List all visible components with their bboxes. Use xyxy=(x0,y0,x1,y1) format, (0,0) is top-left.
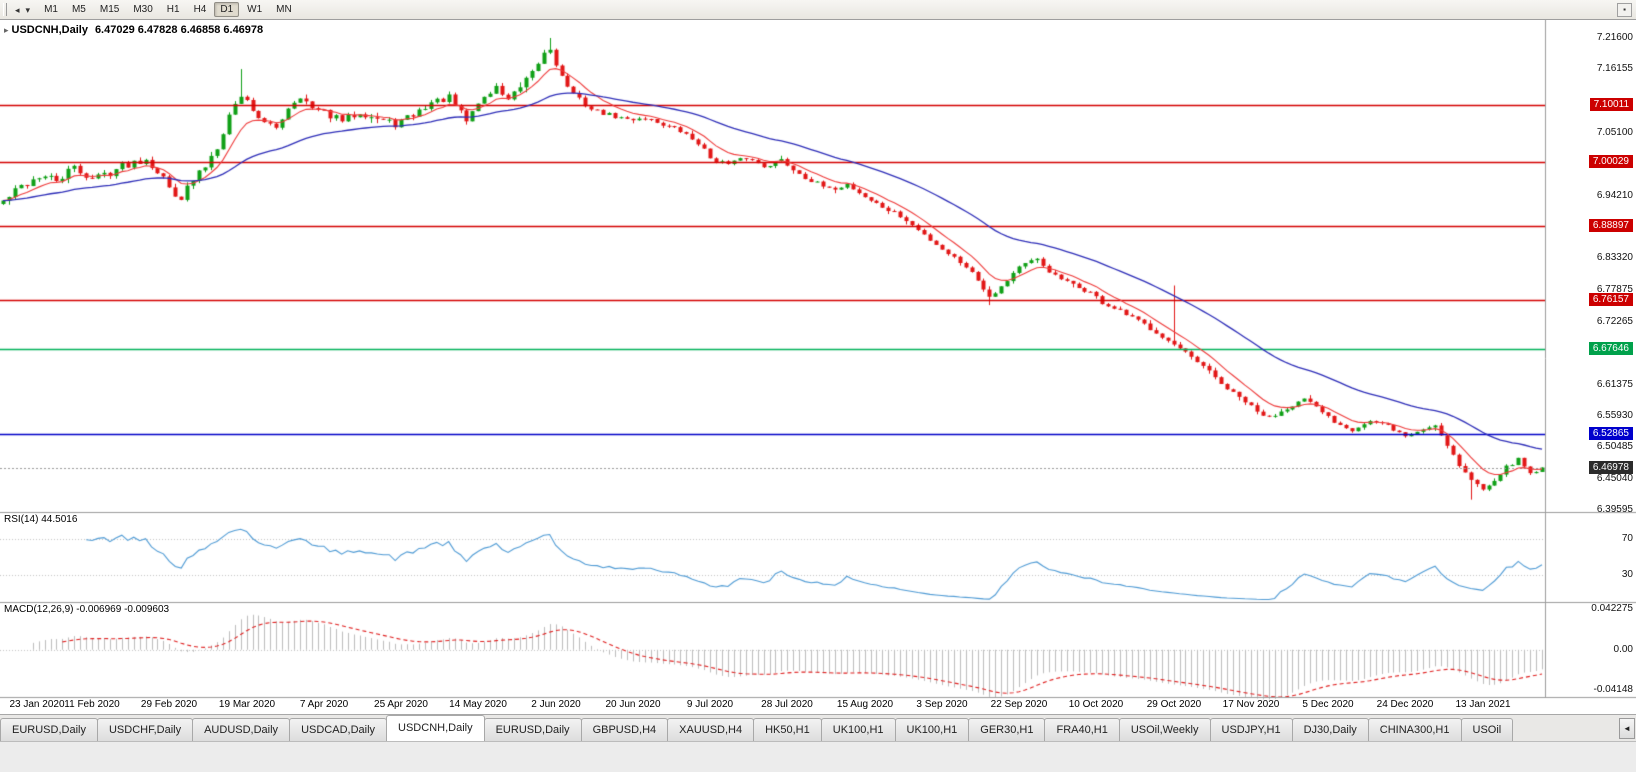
chart-tab[interactable]: AUDUSD,Daily xyxy=(192,718,291,741)
price-axis-label: 6.61375 xyxy=(1596,379,1633,390)
price-axis-label: 6.83320 xyxy=(1596,252,1633,263)
timeframe-button-MN[interactable]: MN xyxy=(276,4,292,15)
date-label: 17 Nov 2020 xyxy=(1222,699,1280,710)
rsi-axis-label: 30 xyxy=(1621,569,1633,580)
timeframe-button-W1[interactable]: W1 xyxy=(247,4,263,15)
price-axis-label: 6.45040 xyxy=(1596,473,1633,484)
date-axis[interactable]: 23 Jan 2020 11 Feb 2020 29 Feb 2020 19 Mar … xyxy=(0,697,1545,714)
one-click-trading-icon[interactable]: ▸ xyxy=(4,25,9,35)
dropdown-icon[interactable]: ▾ xyxy=(25,4,31,15)
chart-tab[interactable]: GBPUSD,H4 xyxy=(580,718,669,741)
chart-tab[interactable]: USOil,Weekly xyxy=(1118,718,1211,741)
date-label: 13 Jan 2021 xyxy=(1455,699,1511,710)
macd-axis-label: 0.00 xyxy=(1613,644,1633,655)
macd-axis-label: -0.04148 xyxy=(1593,684,1633,695)
date-label: 2 Jun 2020 xyxy=(531,699,581,710)
date-label: 29 Oct 2020 xyxy=(1146,699,1202,710)
chart-tab[interactable]: DJ30,Daily xyxy=(1291,718,1369,741)
timeframe-button-D1[interactable]: D1 xyxy=(214,2,240,17)
price-axis-label: 6.77875 xyxy=(1596,284,1633,295)
macd-indicator-label: MACD(12,26,9) -0.006969 -0.009603 xyxy=(4,604,170,615)
date-label: 25 Apr 2020 xyxy=(374,699,428,710)
chart-tab[interactable]: FRA40,H1 xyxy=(1044,718,1120,741)
main-chart-canvas[interactable] xyxy=(0,20,1636,714)
date-label: 19 Mar 2020 xyxy=(218,699,276,710)
chart-tab[interactable]: EURUSD,Daily xyxy=(0,718,98,741)
price-badge-red: 6.76157 xyxy=(1588,293,1633,306)
price-axis-label: 6.72265 xyxy=(1596,316,1633,327)
rsi-axis-label: 70 xyxy=(1621,533,1633,544)
chart-tab[interactable]: UK100,H1 xyxy=(894,718,970,741)
chart-ohlc-label: 6.47029 6.47828 6.46858 6.46978 xyxy=(94,24,264,36)
tab-scroll-left-icon[interactable]: ◄ xyxy=(1619,718,1635,739)
chart-tab[interactable]: USDJPY,H1 xyxy=(1209,718,1293,741)
date-label: 15 Aug 2020 xyxy=(836,699,894,710)
chart-tab[interactable]: EURUSD,Daily xyxy=(483,718,582,741)
date-label: 22 Sep 2020 xyxy=(990,699,1048,710)
chart-tab[interactable]: HK50,H1 xyxy=(753,718,822,741)
date-label: 5 Dec 2020 xyxy=(1302,699,1354,710)
toolbar-grip[interactable] xyxy=(3,3,7,16)
chart-tab[interactable]: CHINA300,H1 xyxy=(1367,718,1462,741)
timeframe-button-M1[interactable]: M1 xyxy=(44,4,58,15)
date-label: 11 Feb 2020 xyxy=(64,699,120,710)
price-axis-label: 6.39595 xyxy=(1596,504,1633,515)
timeframe-button-H1[interactable]: H1 xyxy=(166,4,180,15)
date-label: 3 Sep 2020 xyxy=(916,699,968,710)
chart-tab[interactable]: GER30,H1 xyxy=(968,718,1046,741)
timeframe-toolbar: ◂ ▾ M1 M5 M15 M30 H1 H4 D1 W1 MN ▪ xyxy=(0,0,1636,20)
timeframe-button-H4[interactable]: H4 xyxy=(193,4,207,15)
date-label: 10 Oct 2020 xyxy=(1068,699,1124,710)
chart-tab[interactable]: USOil xyxy=(1460,718,1514,741)
price-badge-red: 6.88897 xyxy=(1588,219,1633,232)
date-label: 24 Dec 2020 xyxy=(1376,699,1434,710)
date-label: 29 Feb 2020 xyxy=(140,699,198,710)
chart-symbol-label: USDCNH,Daily xyxy=(11,24,88,36)
price-axis-label: 7.05100 xyxy=(1596,127,1633,138)
chart-tab[interactable]: USDCHF,Daily xyxy=(96,718,194,741)
timeframe-button-M15[interactable]: M15 xyxy=(99,4,120,15)
date-label: 20 Jun 2020 xyxy=(605,699,661,710)
chart-title: ▸ USDCNH,Daily 6.47029 6.47828 6.46858 6.4… xyxy=(4,24,263,36)
price-badge-red: 7.00029 xyxy=(1588,155,1633,168)
chart-tab[interactable]: USDCAD,Daily xyxy=(289,718,388,741)
chart-tab[interactable]: UK100,H1 xyxy=(820,718,896,741)
price-axis-label: 7.16155 xyxy=(1596,63,1633,74)
date-label: 9 Jul 2020 xyxy=(686,699,734,710)
date-label: 14 May 2020 xyxy=(449,699,507,710)
price-axis-label: 7.21600 xyxy=(1596,32,1633,43)
price-badge-current: 6.46978 xyxy=(1588,461,1633,474)
chart-tab[interactable]: USDCNH,Daily xyxy=(386,715,485,741)
price-badge-red: 7.10011 xyxy=(1589,98,1633,111)
date-label: 7 Apr 2020 xyxy=(299,699,349,710)
date-label: 23 Jan 2020 xyxy=(9,699,65,710)
price-axis[interactable]: 7.21600 7.16155 7.05100 6.94210 6.83320 6.778… xyxy=(1546,20,1636,714)
timeframe-buttons: M1 M5 M15 M30 H1 H4 D1 W1 MN xyxy=(37,2,299,17)
triangle-left-icon[interactable]: ◂ xyxy=(15,4,20,15)
price-badge-blue: 6.52865 xyxy=(1588,427,1633,440)
chart-tab[interactable]: XAUUSD,H4 xyxy=(667,718,755,741)
price-badge-green: 6.67646 xyxy=(1588,342,1633,355)
status-strip xyxy=(0,741,1636,772)
rsi-indicator-label: RSI(14) 44.5016 xyxy=(4,514,78,525)
chart-tabs-bar: EURUSD,Daily USDCHF,Daily AUDUSD,Daily USDC… xyxy=(0,714,1636,741)
price-axis-label: 6.55930 xyxy=(1596,410,1633,421)
price-axis-label: 6.50485 xyxy=(1596,441,1633,452)
timeframe-button-M30[interactable]: M30 xyxy=(133,4,153,15)
date-label: 28 Jul 2020 xyxy=(761,699,813,710)
macd-axis-label: 0.042275 xyxy=(1591,603,1633,614)
price-axis-label: 6.94210 xyxy=(1596,190,1633,201)
timeframe-button-M5[interactable]: M5 xyxy=(71,4,86,15)
toolbar-more-icon[interactable]: ▪ xyxy=(1617,3,1632,17)
